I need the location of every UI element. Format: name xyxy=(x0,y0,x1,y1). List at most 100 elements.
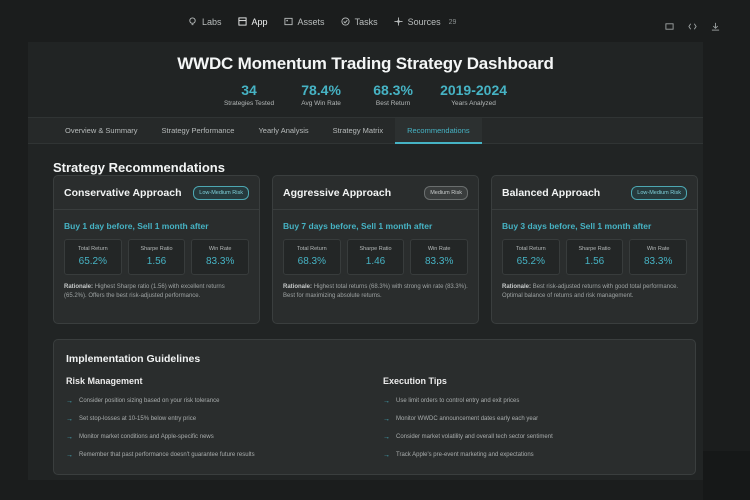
column-title: Execution Tips xyxy=(383,376,447,386)
nav-label: App xyxy=(251,17,268,27)
app-icon xyxy=(237,16,247,28)
metric-value: 1.56 xyxy=(584,256,605,267)
stat-value: 34 xyxy=(241,82,257,98)
risk-badge: Low-Medium Risk xyxy=(193,185,249,200)
metric-win-rate: Win Rate 83.3% xyxy=(629,239,688,275)
metric-value: 68.3% xyxy=(297,256,327,267)
stat-label: Best Return xyxy=(375,100,411,107)
metric-total-return: Total Return 65.2% xyxy=(64,239,122,275)
tab-overview[interactable]: Overview & Summary xyxy=(65,126,138,135)
strategy-text: Buy 3 days before, Sell 1 month after xyxy=(502,221,652,231)
rationale-label: Rationale: xyxy=(502,284,532,290)
metric-sharpe-ratio: Sharpe Ratio 1.56 xyxy=(565,239,624,275)
tip-text: Monitor WWDC announcement dates early ea… xyxy=(396,416,539,422)
execution-tips-column: Execution Tips → Use limit orders to cont… xyxy=(383,376,683,459)
tip-text: Consider market volatility and overall t… xyxy=(396,434,553,440)
top-bar: Labs App Assets Tasks Sources 29 xyxy=(0,0,750,42)
recommendation-cards: Conservative Approach Low-Medium Risk Bu… xyxy=(53,175,698,324)
tip-text: Monitor market conditions and Apple-spec… xyxy=(79,434,214,440)
metrics-row: Total Return 68.3% Sharpe Ratio 1.46 Win… xyxy=(273,231,478,275)
nav-item-tasks[interactable]: Tasks xyxy=(341,14,386,30)
bottom-corner-strip xyxy=(703,451,750,500)
stat-value: 78.4% xyxy=(301,82,341,98)
metric-value: 1.46 xyxy=(365,256,386,267)
recommendation-card-aggressive: Aggressive Approach Medium Risk Buy 7 da… xyxy=(272,175,479,324)
metric-value: 83.3% xyxy=(644,256,673,267)
metric-value: 65.2% xyxy=(516,256,546,267)
list-item: → Consider position sizing based on your … xyxy=(66,397,366,405)
metric-label: Win Rate xyxy=(208,246,232,252)
tip-text: Remember that past performance doesn't g… xyxy=(79,452,255,458)
tip-text: Use limit orders to control entry and ex… xyxy=(396,398,520,404)
nav-item-sources[interactable]: Sources 29 xyxy=(394,14,465,30)
metric-label: Win Rate xyxy=(646,246,670,252)
metric-label: Total Return xyxy=(297,246,327,252)
column-title: Risk Management xyxy=(66,376,143,386)
metric-label: Win Rate xyxy=(427,246,451,252)
arrow-right-icon: → xyxy=(66,415,73,423)
nav-item-labs[interactable]: Labs xyxy=(188,14,230,30)
metric-total-return: Total Return 68.3% xyxy=(283,239,341,275)
page-title: WWDC Momentum Trading Strategy Dashboard xyxy=(177,54,554,73)
arrow-right-icon: → xyxy=(383,415,390,423)
metric-sharpe-ratio: Sharpe Ratio 1.56 xyxy=(127,239,186,275)
list-item: → Remember that past performance doesn't … xyxy=(66,452,366,459)
stat-win-rate: 78.4% Avg Win Rate xyxy=(296,82,346,107)
metric-label: Sharpe Ratio xyxy=(578,246,611,252)
metric-label: Sharpe Ratio xyxy=(140,246,173,252)
tip-text: Track Apple's pre-event marketing and ex… xyxy=(396,452,534,458)
recommendation-card-balanced: Balanced Approach Low-Medium Risk Buy 3 … xyxy=(491,175,698,324)
stat-label: Years Analyzed xyxy=(451,100,496,107)
nav-label: Sources xyxy=(407,17,441,27)
tab-recommendations[interactable]: Recommendations xyxy=(395,118,482,144)
tip-text: Set stop-losses at 10-15% below entry pr… xyxy=(79,416,197,422)
rationale-text: Rationale: Highest total returns (68.3%)… xyxy=(273,275,478,301)
strategy-text: Buy 1 day before, Sell 1 month after xyxy=(64,221,209,231)
rationale-text: Rationale: Best risk-adjusted returns wi… xyxy=(492,275,697,301)
nav-label: Labs xyxy=(202,17,222,27)
metric-win-rate: Win Rate 83.3% xyxy=(410,239,469,275)
metric-win-rate: Win Rate 83.3% xyxy=(191,239,250,275)
card-header: Balanced Approach Low-Medium Risk xyxy=(492,176,697,210)
image-export-icon[interactable] xyxy=(665,18,674,30)
arrow-right-icon: → xyxy=(383,451,390,459)
tab-strategy-performance[interactable]: Strategy Performance xyxy=(161,126,235,135)
stats-row: 34 Strategies Tested 78.4% Avg Win Rate … xyxy=(28,82,703,107)
download-icon[interactable] xyxy=(711,18,720,31)
metric-value: 83.3% xyxy=(425,256,454,267)
rationale-body: Best risk-adjusted returns with good tot… xyxy=(502,284,679,299)
metric-label: Total Return xyxy=(78,246,108,252)
nav-item-app[interactable]: App xyxy=(237,14,276,30)
stat-years: 2019-2024 Years Analyzed xyxy=(440,82,507,107)
arrow-right-icon: → xyxy=(66,433,73,441)
sources-icon xyxy=(394,16,403,28)
nav-item-assets[interactable]: Assets xyxy=(283,14,333,30)
recommendation-card-conservative: Conservative Approach Low-Medium Risk Bu… xyxy=(53,175,260,324)
sources-count-badge: 29 xyxy=(448,18,457,26)
stat-value: 2019-2024 xyxy=(440,82,508,98)
dashboard-canvas: WWDC Momentum Trading Strategy Dashboard… xyxy=(28,42,703,480)
tab-strategy-matrix[interactable]: Strategy Matrix xyxy=(332,126,384,135)
risk-management-column: Risk Management → Consider position sizin… xyxy=(66,376,366,459)
top-actions xyxy=(665,18,720,31)
list-item: → Set stop-losses at 10-15% below entry p… xyxy=(66,415,366,423)
metric-sharpe-ratio: Sharpe Ratio 1.46 xyxy=(346,239,405,275)
tab-yearly-analysis[interactable]: Yearly Analysis xyxy=(258,126,309,135)
rationale-text: Rationale: Highest Sharpe ratio (1.56) w… xyxy=(54,275,259,301)
guidelines-title: Implementation Guidelines xyxy=(66,353,201,365)
arrow-right-icon: → xyxy=(66,397,73,405)
stat-label: Strategies Tested xyxy=(223,100,275,107)
metrics-row: Total Return 65.2% Sharpe Ratio 1.56 Win… xyxy=(492,231,697,275)
rationale-body: Highest Sharpe ratio (1.56) with excelle… xyxy=(64,284,225,299)
section-title: Strategy Recommendations xyxy=(53,160,225,175)
list-item: → Monitor WWDC announcement dates early e… xyxy=(383,415,683,423)
list-item: → Use limit orders to control entry and e… xyxy=(383,397,683,405)
arrow-right-icon: → xyxy=(383,397,390,405)
card-title: Balanced Approach xyxy=(502,186,601,199)
bulb-icon xyxy=(188,16,197,28)
card-title: Conservative Approach xyxy=(64,186,182,199)
code-icon[interactable] xyxy=(688,18,697,30)
image-icon xyxy=(283,17,293,28)
rationale-body: Highest total returns (68.3%) with stron… xyxy=(283,284,468,299)
card-title: Aggressive Approach xyxy=(283,186,392,199)
